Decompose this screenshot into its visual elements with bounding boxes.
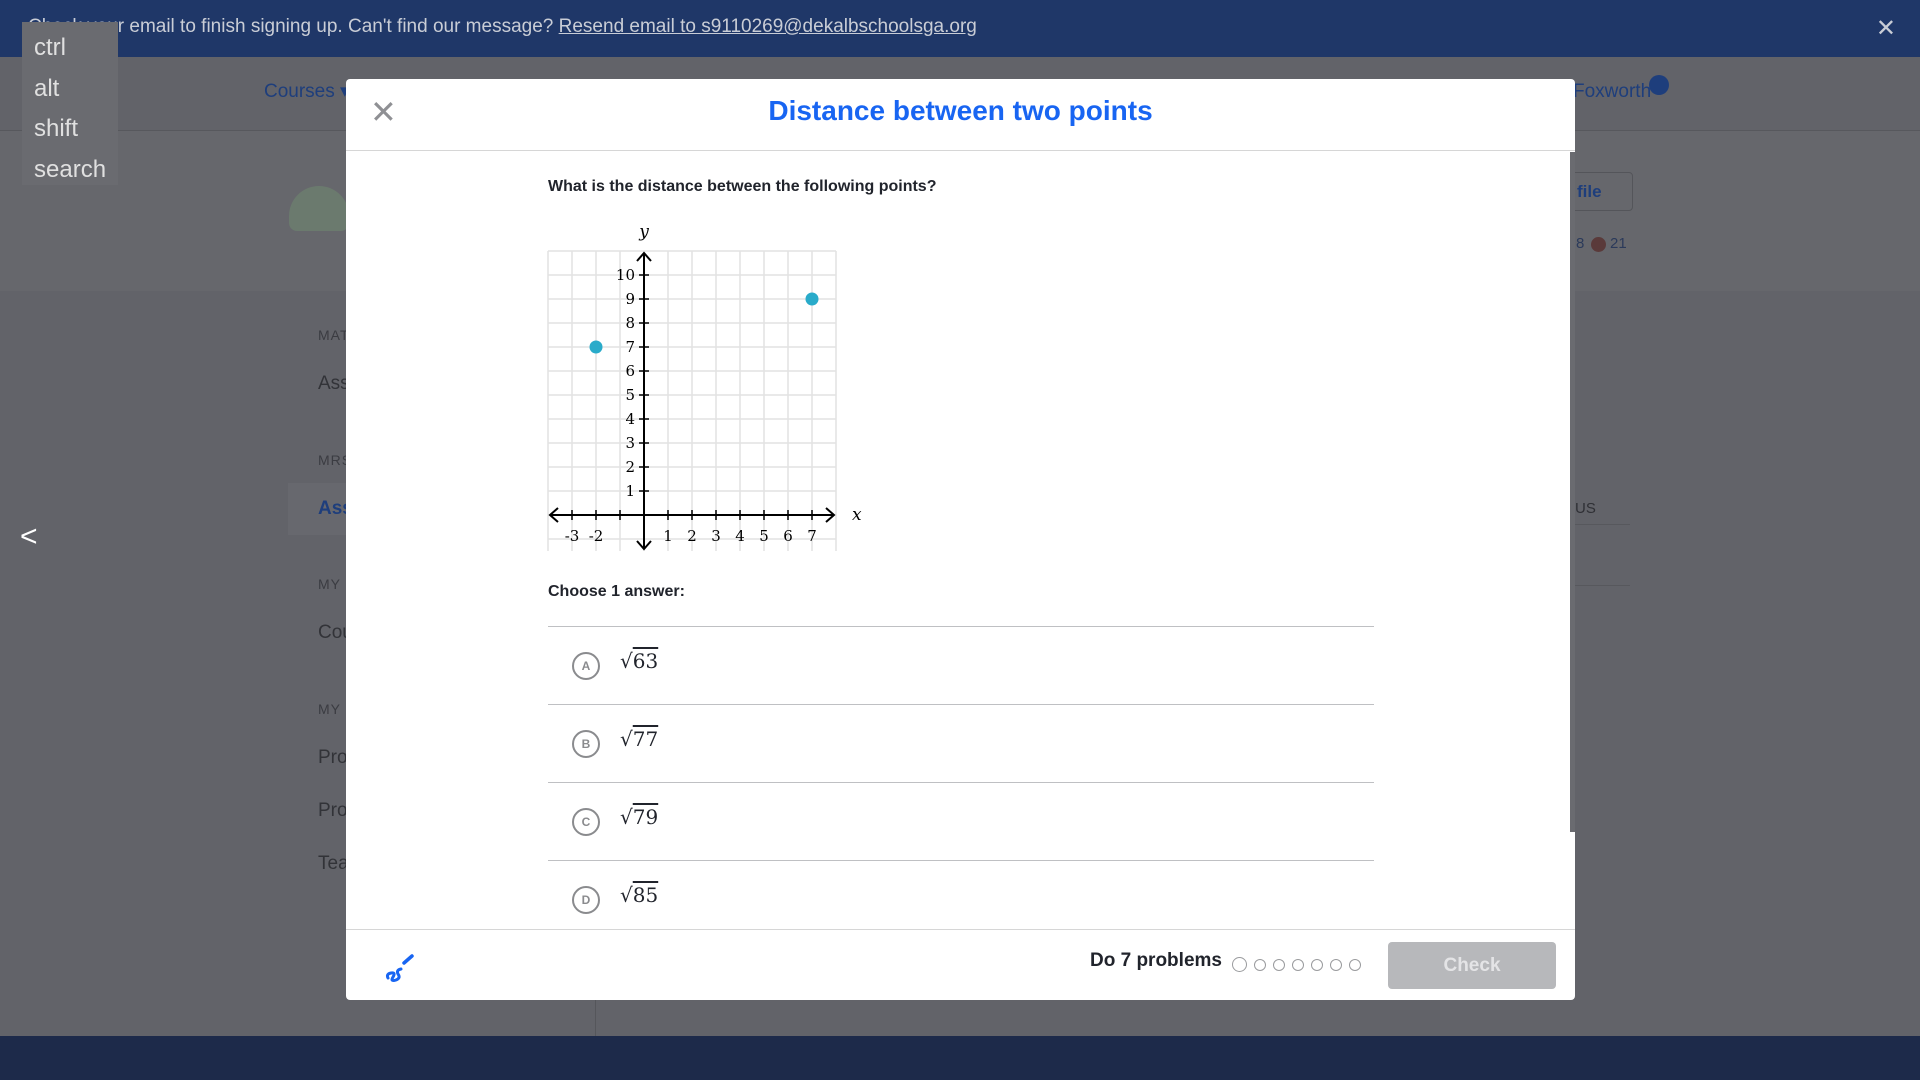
x-tick-label: 5 — [759, 527, 769, 545]
choice-letter-bubble[interactable]: C — [572, 808, 600, 836]
x-tick-label: -3 — [565, 527, 580, 545]
check-button[interactable]: Check — [1388, 942, 1556, 989]
x-tick-label: 7 — [807, 527, 817, 545]
sidebar-item[interactable]: Ass — [318, 373, 350, 394]
scrollbar[interactable] — [1570, 152, 1575, 832]
sidebar-item[interactable]: Cou — [318, 622, 353, 643]
key-shift: shift — [34, 115, 79, 142]
y-tick-label: 6 — [625, 362, 635, 380]
arrow-down-icon — [636, 540, 652, 551]
x-tick-label: 4 — [735, 527, 745, 545]
sidebar-heading: MAT — [318, 327, 350, 343]
sidebar-selected-bg — [288, 483, 348, 535]
table-header: US — [1575, 500, 1596, 517]
key-alt: alt — [34, 74, 60, 102]
stat-right: 21 — [1610, 235, 1627, 252]
radicand: 63 — [632, 649, 659, 673]
y-tick-label: 5 — [625, 386, 635, 404]
answer-choice-d[interactable]: D √85 — [548, 860, 1374, 938]
progress-dot — [1232, 957, 1247, 972]
arrow-up-icon — [636, 251, 652, 262]
y-tick-label: 8 — [625, 314, 635, 332]
stat-left: 8 — [1576, 235, 1585, 252]
progress-dot — [1349, 958, 1361, 971]
sidebar-item[interactable]: Pro — [318, 747, 348, 768]
x-tick-label: 3 — [711, 527, 721, 545]
choice-letter-bubble[interactable]: B — [572, 730, 600, 758]
keyboard-overlay: ctrl alt shift search — [22, 22, 118, 185]
scratchpad-icon[interactable] — [384, 952, 416, 984]
choice-value: √63 — [620, 649, 659, 673]
divider — [1575, 585, 1630, 586]
badge-icon — [1591, 237, 1606, 252]
choice-letter-bubble[interactable]: A — [572, 652, 600, 680]
choice-value: √85 — [620, 883, 659, 907]
footer-bar — [0, 1036, 1920, 1080]
modal-title: Distance between two points — [768, 95, 1153, 126]
progress-dot — [1330, 958, 1342, 971]
progress-dot — [1311, 958, 1323, 971]
choice-value: √77 — [620, 727, 659, 751]
answer-choice-c[interactable]: C √79 — [548, 782, 1374, 860]
radicand: 85 — [632, 883, 659, 907]
y-tick-label: 4 — [625, 410, 635, 428]
progress-dot — [1292, 958, 1304, 971]
y-axis-label: y — [638, 222, 649, 242]
y-tick-label: 10 — [616, 266, 635, 284]
progress-dot — [1254, 958, 1266, 971]
progress-label: Do 7 problems — [1090, 950, 1222, 971]
notification-dot — [1649, 75, 1669, 95]
y-tick-label: 2 — [625, 458, 635, 476]
sidebar-item[interactable]: Pro — [318, 800, 348, 821]
sidebar-heading: MY — [318, 576, 341, 592]
banner-message: Check your email to finish signing up. C… — [28, 16, 554, 37]
x-tick-label: 2 — [687, 527, 697, 545]
signup-banner: Check your email to finish signing up. C… — [0, 0, 1920, 57]
y-tick-label: 1 — [625, 482, 635, 500]
close-icon[interactable]: ✕ — [1875, 15, 1896, 42]
key-ctrl: ctrl — [34, 34, 66, 61]
progress-dots — [1232, 957, 1361, 972]
avatar — [289, 186, 349, 231]
courses-menu[interactable]: Courses ▾ — [264, 81, 350, 102]
x-tick-label: -2 — [589, 527, 604, 545]
y-tick-label: 9 — [625, 290, 635, 308]
data-point — [805, 292, 819, 306]
radicand: 79 — [632, 805, 659, 829]
chevron-left-icon[interactable]: < — [20, 520, 38, 553]
x-axis-label: x — [852, 505, 862, 525]
answer-choice-a[interactable]: A √63 — [548, 626, 1374, 704]
sidebar-heading: MRS — [318, 452, 353, 468]
answer-choice-b[interactable]: B √77 — [548, 704, 1374, 782]
modal-footer: Do 7 problems Check — [346, 929, 1575, 1000]
divider — [1575, 524, 1630, 525]
close-icon[interactable]: ✕ — [370, 94, 397, 130]
sidebar-item[interactable]: Tea — [318, 853, 349, 874]
radicand: 77 — [632, 727, 659, 751]
choose-label: Choose 1 answer: — [548, 583, 685, 600]
arrow-right-icon — [825, 507, 836, 523]
resend-email-link[interactable]: Resend email to s9110269@dekalbschoolsga… — [558, 16, 977, 37]
sidebar-item-active[interactable]: Ass — [318, 498, 353, 519]
choice-letter-bubble[interactable]: D — [572, 886, 600, 914]
key-search: search — [34, 155, 107, 183]
sidebar-heading: MY — [318, 701, 341, 717]
progress-dot — [1273, 958, 1285, 971]
modal-header: ✕ Distance between two points — [346, 79, 1575, 151]
x-tick-label: 6 — [783, 527, 793, 545]
y-tick-label: 3 — [625, 434, 635, 452]
choice-value: √79 — [620, 805, 659, 829]
y-tick-label: 7 — [625, 338, 635, 356]
x-tick-label: 1 — [663, 527, 673, 545]
data-point — [589, 340, 603, 354]
exercise-modal: ✕ Distance between two points What is th… — [346, 79, 1575, 1000]
user-menu[interactable]: Foxworth — [1573, 81, 1652, 102]
arrow-left-icon — [548, 507, 559, 523]
question-text: What is the distance between the followi… — [548, 178, 937, 195]
